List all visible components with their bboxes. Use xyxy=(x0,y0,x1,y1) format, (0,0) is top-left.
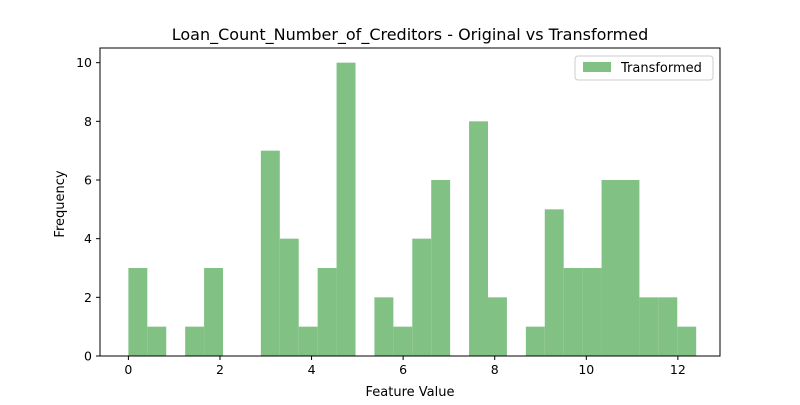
histogram-bar-1 xyxy=(147,326,167,356)
y-tick-label-5: 10 xyxy=(76,55,92,70)
histogram-bar-23 xyxy=(563,268,583,356)
histogram-bar-22 xyxy=(544,209,564,356)
histogram-bar-19 xyxy=(487,297,507,356)
histogram-bar-21 xyxy=(525,326,545,356)
x-tick-label-1: 2 xyxy=(216,362,224,377)
x-tick-label-2: 4 xyxy=(308,362,316,377)
histogram-bar-9 xyxy=(298,326,318,356)
histogram-bar-26 xyxy=(620,180,640,356)
x-tick-label-5: 10 xyxy=(578,362,594,377)
plot-frame xyxy=(99,47,721,357)
legend-swatch-transformed xyxy=(583,62,611,72)
y-tick-label-1: 2 xyxy=(84,290,92,305)
histogram-bar-28 xyxy=(658,297,678,356)
y-axis-label: Frequency xyxy=(53,170,68,237)
x-tick-label-6: 12 xyxy=(670,362,686,377)
histogram-bar-14 xyxy=(393,326,413,356)
chart-title: Loan_Count_Number_of_Creditors - Origina… xyxy=(172,25,649,45)
x-tick-label-3: 6 xyxy=(399,362,407,377)
histogram-bar-0 xyxy=(128,268,148,356)
histogram-bar-24 xyxy=(582,268,602,356)
y-tick-label-4: 8 xyxy=(84,114,92,129)
y-tick-label-3: 6 xyxy=(84,173,92,188)
histogram-bar-16 xyxy=(431,180,451,356)
x-axis-label: Feature Value xyxy=(366,385,455,400)
histogram-bar-29 xyxy=(677,326,697,356)
x-ticks-group: 0 2 4 6 8 10 12 xyxy=(124,356,686,377)
x-tick-label-4: 8 xyxy=(491,362,499,377)
histogram-bar-3 xyxy=(185,326,205,356)
histogram-bar-25 xyxy=(601,180,621,356)
bars-group xyxy=(128,62,697,357)
y-ticks-group: 0 2 4 6 8 10 xyxy=(76,55,100,364)
histogram-bar-13 xyxy=(374,297,394,356)
histogram-bar-18 xyxy=(469,121,488,356)
legend-label-transformed: Transformed xyxy=(620,61,702,76)
histogram-bar-8 xyxy=(279,238,299,356)
y-tick-label-2: 4 xyxy=(84,231,92,246)
legend: Transformed xyxy=(574,55,714,81)
histogram-bar-15 xyxy=(412,238,432,356)
x-tick-label-0: 0 xyxy=(124,362,132,377)
histogram-bar-10 xyxy=(317,268,337,356)
histogram-bar-7 xyxy=(260,150,280,356)
y-tick-label-0: 0 xyxy=(84,349,92,364)
histogram-bar-27 xyxy=(639,297,659,356)
histogram-bar-11 xyxy=(336,62,356,357)
histogram-bar-4 xyxy=(204,268,224,356)
